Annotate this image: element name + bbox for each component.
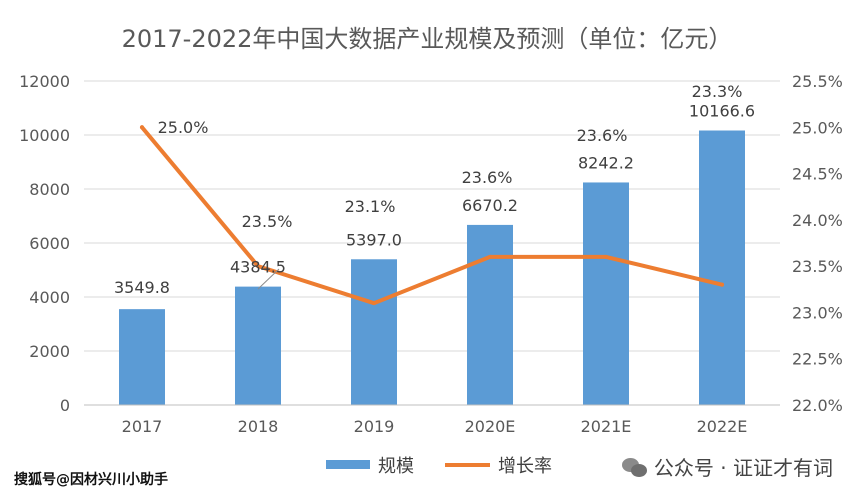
bar-value-label: 8242.2 (578, 153, 634, 172)
x-axis-tick-label: 2021E (581, 417, 632, 436)
right-axis-tick-label: 22.5% (792, 350, 843, 369)
bar (583, 182, 629, 405)
left-axis-tick-label: 0 (60, 396, 70, 415)
source-caption: 搜狐号@因材兴川小助手 (14, 472, 168, 488)
bars (119, 130, 745, 405)
left-axis-tick-label: 8000 (29, 180, 70, 199)
watermark-text: 公众号 · 证证才有词 (653, 456, 833, 480)
growth-series-line (140, 125, 724, 306)
right-axis-tick-label: 24.0% (792, 211, 843, 230)
bar-value-label: 3549.8 (114, 278, 170, 297)
x-axis-tick-label: 2019 (354, 417, 395, 436)
right-axis-tick-label: 25.5% (792, 72, 843, 91)
x-axis-tick-label: 2018 (238, 417, 279, 436)
right-axis-tick-label: 25.0% (792, 118, 843, 137)
left-axis-tick-label: 12000 (19, 72, 70, 91)
label-leader-line (257, 268, 280, 290)
line-point (604, 254, 608, 259)
line-point (372, 301, 376, 306)
right-axis-tick-label: 23.5% (792, 257, 843, 276)
axes: 0 2000 4000 6000 8000 10000 12000 22.0% 22.5% 23.… (19, 72, 843, 436)
x-axis-tick-label: 2020E (465, 417, 516, 436)
left-axis-tick-label: 6000 (29, 234, 70, 253)
right-axis-tick-label: 22.0% (792, 396, 843, 415)
right-axis-tick-label: 24.5% (792, 165, 843, 184)
growth-rate-label: 23.6% (462, 168, 513, 187)
bar (699, 130, 745, 405)
line-point (256, 264, 260, 269)
left-axis-tick-label: 10000 (19, 126, 70, 145)
bar-value-label: 4384.5 (230, 258, 286, 277)
x-axis-tick-label: 2022E (697, 417, 748, 436)
chart-title: 2017-2022年中国大数据产业规模及预测（单位：亿元） (122, 25, 733, 53)
growth-rate-label: 23.1% (345, 197, 396, 216)
bar-value-label: 5397.0 (346, 230, 402, 249)
growth-rate-label: 23.3% (692, 82, 743, 101)
line-point (720, 282, 724, 287)
line-point (140, 125, 144, 130)
legend-bar-label: 规模 (378, 456, 414, 477)
right-axis-tick-label: 23.0% (792, 303, 843, 322)
bar-value-label: 6670.2 (462, 196, 518, 215)
growth-rate-label: 23.5% (242, 212, 293, 231)
growth-rate-label: 25.0% (158, 118, 209, 137)
legend-line-label: 增长率 (498, 456, 552, 477)
bar-value-label: 10166.6 (689, 102, 755, 121)
growth-line (140, 125, 724, 306)
left-axis-tick-label: 2000 (29, 342, 70, 361)
data-labels: 3549.8 4384.5 5397.0 6670.2 8242.2 10166.6 25.… (114, 82, 755, 297)
watermark: 公众号 · 证证才有词 (621, 452, 833, 481)
legend: 规模 增长率 (326, 456, 552, 477)
legend-bar-swatch (326, 460, 370, 469)
line-point (488, 254, 492, 259)
bar (351, 259, 397, 405)
bar (235, 286, 281, 405)
left-axis-tick-label: 4000 (29, 288, 70, 307)
x-axis-tick-label: 2017 (122, 417, 163, 436)
growth-rate-label: 23.6% (577, 126, 628, 145)
bar (467, 224, 513, 405)
wechat-icon (621, 456, 648, 478)
bar (119, 309, 165, 405)
